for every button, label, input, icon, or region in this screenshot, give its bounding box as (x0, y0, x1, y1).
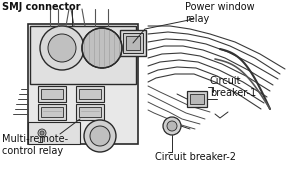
Circle shape (48, 34, 76, 62)
Text: Circuit breaker-2: Circuit breaker-2 (155, 152, 236, 162)
Bar (123, 33, 143, 53)
Bar (120, 30, 146, 56)
Text: Circuit
breaker-1: Circuit breaker-1 (210, 76, 256, 98)
Text: SMJ connector: SMJ connector (2, 2, 80, 12)
Bar (79, 89, 101, 99)
Bar (38, 86, 66, 102)
Circle shape (40, 131, 44, 135)
Circle shape (163, 117, 181, 135)
Circle shape (40, 26, 84, 70)
Circle shape (82, 28, 122, 68)
Bar (41, 89, 63, 99)
Bar (30, 26, 136, 84)
Bar (41, 107, 63, 117)
Bar (76, 104, 104, 120)
Circle shape (84, 120, 116, 152)
Bar (76, 86, 104, 102)
Bar (38, 104, 66, 120)
Circle shape (90, 126, 110, 146)
Bar (126, 36, 140, 50)
Bar (190, 94, 204, 104)
Bar (79, 107, 101, 117)
Text: Power window
relay: Power window relay (185, 2, 255, 24)
Text: Multi-remote-
control relay: Multi-remote- control relay (2, 134, 68, 156)
Bar (187, 91, 207, 107)
Bar (28, 122, 80, 144)
Circle shape (167, 121, 177, 131)
Bar (28, 24, 138, 144)
Circle shape (38, 129, 46, 137)
